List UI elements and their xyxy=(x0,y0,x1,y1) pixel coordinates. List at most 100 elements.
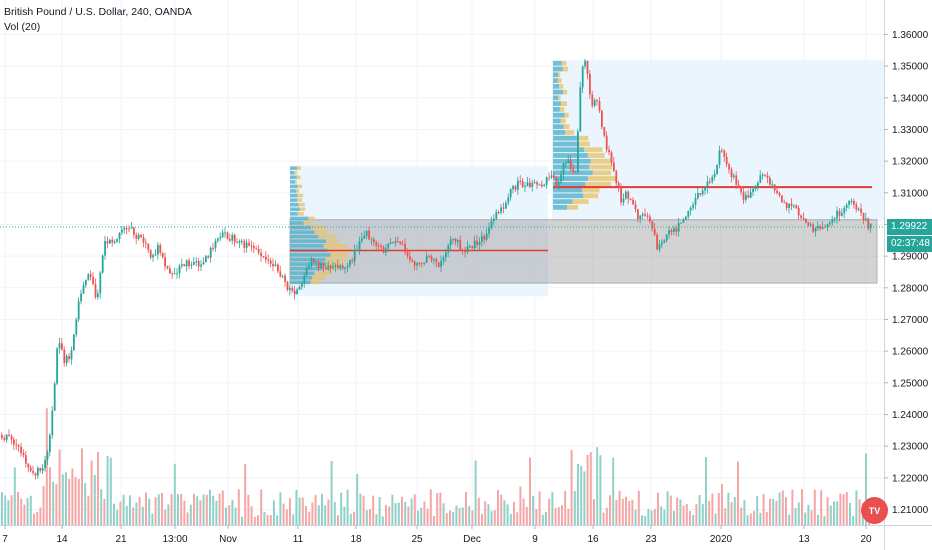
candle-body xyxy=(267,259,270,261)
profile-bar-down xyxy=(303,221,312,225)
candle-body xyxy=(797,208,800,216)
profile-bar-down xyxy=(582,187,600,193)
volume-bar xyxy=(829,505,832,525)
candle-body xyxy=(104,240,106,256)
profile-bar-up xyxy=(553,95,559,101)
candle-body xyxy=(591,94,594,106)
candle-body xyxy=(764,174,766,176)
time-tick-label: 23 xyxy=(645,534,657,545)
time-tick-label: Dec xyxy=(463,534,481,545)
candle-body xyxy=(68,355,70,360)
volume-indicator-label[interactable]: Vol (20) xyxy=(4,21,41,33)
candle-body xyxy=(255,248,258,250)
candle-body xyxy=(291,288,294,291)
price-tick-label: 1.35000 xyxy=(892,62,929,73)
candle-body xyxy=(857,208,860,210)
candle-body xyxy=(632,199,634,205)
profile-bar-down xyxy=(297,198,303,202)
time-tick-label: 9 xyxy=(532,534,538,545)
candle-body xyxy=(145,242,147,244)
volume-bar xyxy=(356,474,359,525)
volume-bar xyxy=(679,499,682,525)
candle-body xyxy=(704,187,706,191)
candle-body xyxy=(217,238,219,241)
candle-body xyxy=(665,234,668,241)
profile-bar-down xyxy=(323,244,347,248)
profile-bar-up xyxy=(290,271,315,276)
candle-body xyxy=(53,383,56,411)
volume-bar xyxy=(605,507,608,525)
profile-bar-down xyxy=(561,60,567,66)
candle-body xyxy=(723,150,726,157)
symbol-title[interactable]: British Pound / U.S. Dollar, 240, OANDA xyxy=(4,6,192,18)
candle-body xyxy=(193,262,195,265)
candle-body xyxy=(118,232,121,240)
candle-body xyxy=(152,255,154,258)
tradingview-logo-icon[interactable]: TV xyxy=(861,497,888,524)
profile-bar-down xyxy=(312,276,326,280)
candle-body xyxy=(788,203,790,209)
volume-bar xyxy=(721,484,723,525)
candle-body xyxy=(99,272,102,294)
volume-bar xyxy=(260,489,263,525)
volume-bar xyxy=(244,464,247,525)
volume-bar xyxy=(484,501,487,525)
volume-bar xyxy=(282,503,285,525)
candle-body xyxy=(279,271,282,277)
candle-body xyxy=(656,234,658,250)
volume-bar xyxy=(42,486,45,525)
candle-body xyxy=(771,184,774,186)
time-tick-label: 16 xyxy=(587,534,599,545)
volume-bar xyxy=(753,510,755,525)
candle-body xyxy=(680,222,682,224)
volume-bar xyxy=(570,449,573,525)
volume-bar xyxy=(433,516,435,525)
profile-bar-down xyxy=(584,147,603,153)
volume-bar xyxy=(653,509,656,525)
profile-bar-down xyxy=(560,101,568,107)
profile-bar-down xyxy=(318,234,337,239)
candle-body xyxy=(39,467,42,471)
candle-body xyxy=(293,290,296,295)
candle-body xyxy=(245,242,248,248)
candle-body xyxy=(181,264,183,266)
volume-bar xyxy=(33,513,35,525)
volume-bar xyxy=(746,515,749,525)
volume-bar xyxy=(541,514,544,525)
candle-body xyxy=(541,184,543,187)
candle-body xyxy=(824,227,826,229)
candle-body xyxy=(620,187,622,203)
volume-bar xyxy=(362,495,365,525)
volume-bar xyxy=(151,513,154,525)
candle-body xyxy=(819,226,822,229)
candle-body xyxy=(730,169,733,178)
volume-bar xyxy=(189,504,192,525)
candle-body xyxy=(613,162,615,171)
volume-bar xyxy=(77,478,80,525)
candle-body xyxy=(322,263,325,268)
candle-body xyxy=(476,240,478,246)
volume-bar xyxy=(314,494,317,525)
volume-bar xyxy=(215,500,218,525)
volume-bar xyxy=(317,505,320,525)
candle-body xyxy=(601,110,603,128)
candle-body xyxy=(617,183,620,188)
candle-body xyxy=(368,230,370,240)
volume-bar xyxy=(724,508,727,525)
candle-body xyxy=(555,177,558,186)
candle-body xyxy=(205,256,207,263)
candle-body xyxy=(689,207,692,211)
candle-body xyxy=(97,293,99,298)
volume-bar xyxy=(538,491,541,525)
volume-bar xyxy=(634,509,637,525)
volume-bar xyxy=(817,514,819,525)
candle-body xyxy=(286,281,289,291)
volume-bar xyxy=(167,504,170,525)
volume-bar xyxy=(804,512,807,525)
candle-body xyxy=(697,193,699,199)
volume-bar xyxy=(199,500,202,525)
candle-body xyxy=(682,219,685,223)
volume-bar xyxy=(532,495,535,525)
volume-bar xyxy=(4,495,7,525)
